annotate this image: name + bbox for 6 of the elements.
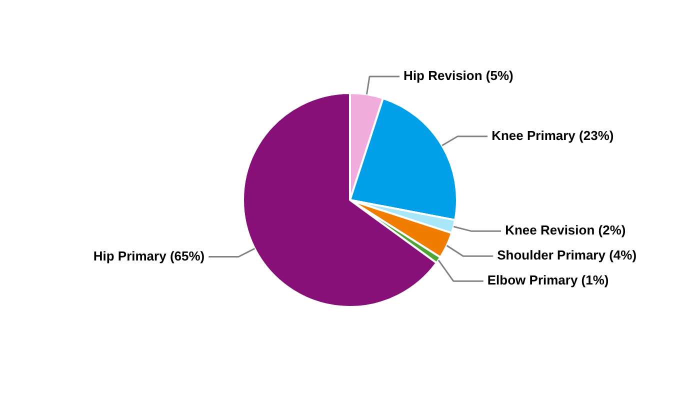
slice-label: Shoulder Primary (4%) [497, 248, 637, 263]
slice-label: Elbow Primary (1%) [487, 272, 609, 288]
slice-label: Hip Primary (65%) [93, 248, 205, 264]
slice-label: Knee Primary (23%) [492, 128, 614, 143]
slice-label: Hip Revision (5%) [404, 68, 514, 84]
slice-label: Knee Revision (2%) [505, 222, 626, 238]
